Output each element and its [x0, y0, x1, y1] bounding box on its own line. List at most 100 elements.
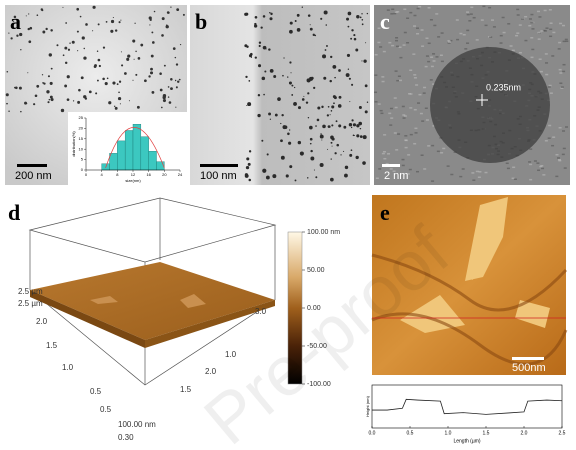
particle [264, 70, 267, 73]
particle [327, 148, 329, 150]
particle [166, 24, 168, 26]
texture [390, 117, 394, 119]
tem-image [190, 5, 370, 185]
texture [459, 175, 463, 178]
texture [432, 125, 436, 127]
axis-label: 3.0 [255, 307, 267, 316]
particle [262, 15, 266, 18]
texture [383, 157, 387, 160]
particle [359, 16, 362, 19]
texture [401, 158, 405, 161]
texture [492, 26, 496, 28]
texture [394, 70, 398, 72]
particle [46, 90, 50, 94]
texture [562, 130, 566, 132]
particle [41, 74, 44, 76]
particle [60, 108, 65, 113]
texture [555, 175, 559, 178]
texture [397, 75, 401, 78]
particle [352, 123, 357, 127]
panel-label: b [195, 9, 207, 34]
texture [432, 53, 436, 55]
texture [545, 62, 549, 64]
texture [430, 56, 434, 58]
texture [560, 86, 564, 88]
particle [150, 54, 154, 58]
particle [364, 84, 368, 88]
particle [273, 75, 277, 78]
texture [472, 16, 476, 19]
particle [14, 86, 16, 89]
particle [176, 8, 180, 12]
particle [49, 95, 53, 99]
particle [250, 52, 253, 56]
particle [48, 98, 51, 101]
texture [558, 68, 562, 71]
colorbar-label: 0.00 [307, 305, 321, 312]
particle [97, 58, 101, 62]
particle [329, 114, 331, 116]
particle [97, 23, 100, 26]
particle [132, 39, 136, 43]
texture [385, 162, 389, 165]
texture [544, 53, 548, 55]
particle [289, 21, 293, 25]
texture [507, 23, 511, 25]
particle [245, 165, 250, 170]
particle [338, 69, 341, 72]
texture [430, 65, 434, 68]
texture [378, 168, 382, 170]
texture [416, 33, 420, 35]
texture [461, 168, 465, 170]
particle [151, 90, 155, 94]
particle [118, 21, 121, 24]
particle [268, 112, 271, 116]
particle [291, 84, 294, 87]
texture [424, 107, 428, 110]
particle [135, 73, 138, 76]
particle [159, 72, 162, 75]
x-tick-label: 2.5 [559, 430, 566, 436]
profile-curve [372, 398, 563, 415]
particle [16, 34, 19, 37]
particle [48, 53, 52, 57]
particle [277, 97, 281, 101]
particle [262, 45, 267, 50]
colorbar-label: 50.00 [307, 267, 325, 274]
particle [289, 165, 293, 169]
texture [484, 24, 488, 27]
particle [64, 84, 68, 88]
particle [307, 116, 310, 119]
particle [310, 149, 313, 153]
particle [320, 133, 322, 135]
texture [415, 84, 419, 86]
texture [433, 24, 437, 27]
particle [351, 29, 354, 32]
particle [172, 47, 176, 51]
x-tick-label: 12 [131, 172, 136, 177]
particle [128, 100, 130, 102]
particle [349, 101, 351, 103]
particle [162, 94, 167, 98]
box-edge [29, 198, 276, 385]
texture [449, 39, 453, 42]
axis-label: 1.0 [62, 363, 74, 372]
texture [472, 179, 476, 181]
particle [132, 79, 134, 81]
texture [562, 147, 566, 150]
texture [558, 41, 562, 44]
particle [254, 22, 257, 26]
particle [315, 125, 317, 127]
particle [305, 101, 309, 104]
flake [400, 197, 550, 333]
particle [351, 119, 354, 122]
texture [511, 49, 515, 52]
texture [404, 135, 408, 137]
particle [365, 42, 367, 44]
particle [258, 64, 262, 68]
particle [362, 135, 367, 140]
texture [395, 45, 399, 48]
texture [537, 38, 541, 40]
particle [28, 13, 30, 15]
particle [77, 100, 81, 104]
